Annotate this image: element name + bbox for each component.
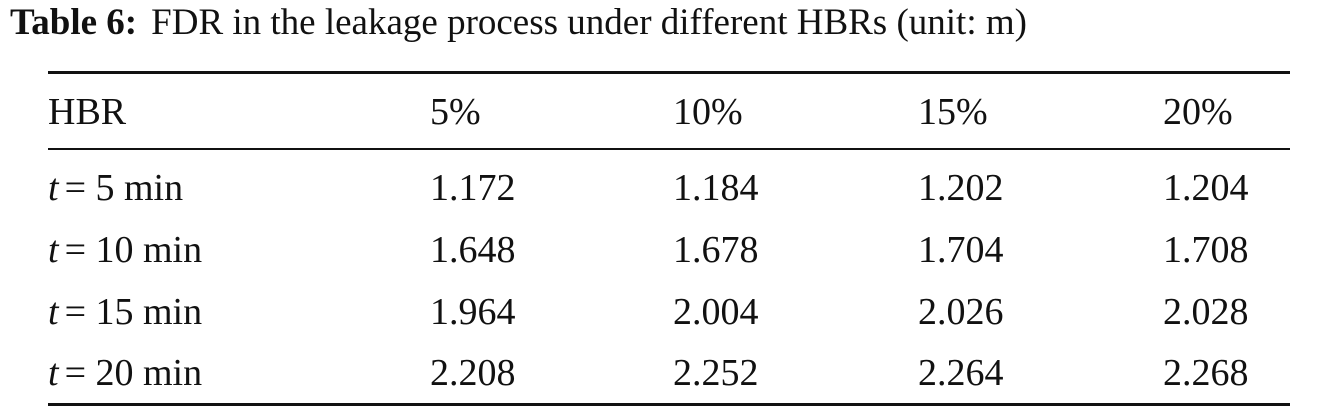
row-label-text: = 10 min: [64, 229, 203, 271]
row-label-text: = 20 min: [64, 352, 203, 394]
row-label-text: = 5 min: [64, 167, 184, 209]
table-cell: 1.204: [1163, 167, 1249, 209]
table-cell: 2.264: [918, 352, 1004, 394]
row-label-text: = 15 min: [64, 291, 203, 333]
table-cell: 1.964: [430, 291, 516, 333]
table-cell: 1.172: [430, 167, 516, 209]
table-cell: 1.678: [673, 229, 759, 271]
row-label: t = 5 min: [48, 166, 183, 210]
row-label: t = 15 min: [48, 290, 202, 334]
row-label-var: t: [48, 352, 59, 394]
caption-text: FDR in the leakage process under differe…: [151, 2, 1027, 43]
row-label-var: t: [48, 229, 59, 271]
table-cell: 1.202: [918, 167, 1004, 209]
top-rule: [48, 71, 1290, 74]
row-label-var: t: [48, 167, 59, 209]
table-cell: 1.704: [918, 229, 1004, 271]
mid-rule: [48, 148, 1290, 150]
header-cell: 5%: [430, 91, 481, 133]
caption-label: Table 6:: [10, 2, 138, 43]
header-cell: HBR: [48, 91, 127, 133]
header-cell: 10%: [673, 91, 743, 133]
table-cell: 2.268: [1163, 352, 1249, 394]
table-cell: 1.648: [430, 229, 516, 271]
table-cell: 2.208: [430, 352, 516, 394]
row-label: t = 20 min: [48, 351, 202, 395]
table-cell: 1.184: [673, 167, 759, 209]
table-cell: 1.708: [1163, 229, 1249, 271]
table-cell: 2.028: [1163, 291, 1249, 333]
table-cell: 2.026: [918, 291, 1004, 333]
table-cell: 2.004: [673, 291, 759, 333]
bottom-rule: [48, 403, 1290, 406]
header-cell: 20%: [1163, 91, 1233, 133]
row-label-var: t: [48, 291, 59, 333]
caption: Table 6: FDR in the leakage process under…: [10, 0, 1027, 46]
header-cell: 15%: [918, 91, 988, 133]
row-label: t = 10 min: [48, 228, 202, 272]
table-cell: 2.252: [673, 352, 759, 394]
